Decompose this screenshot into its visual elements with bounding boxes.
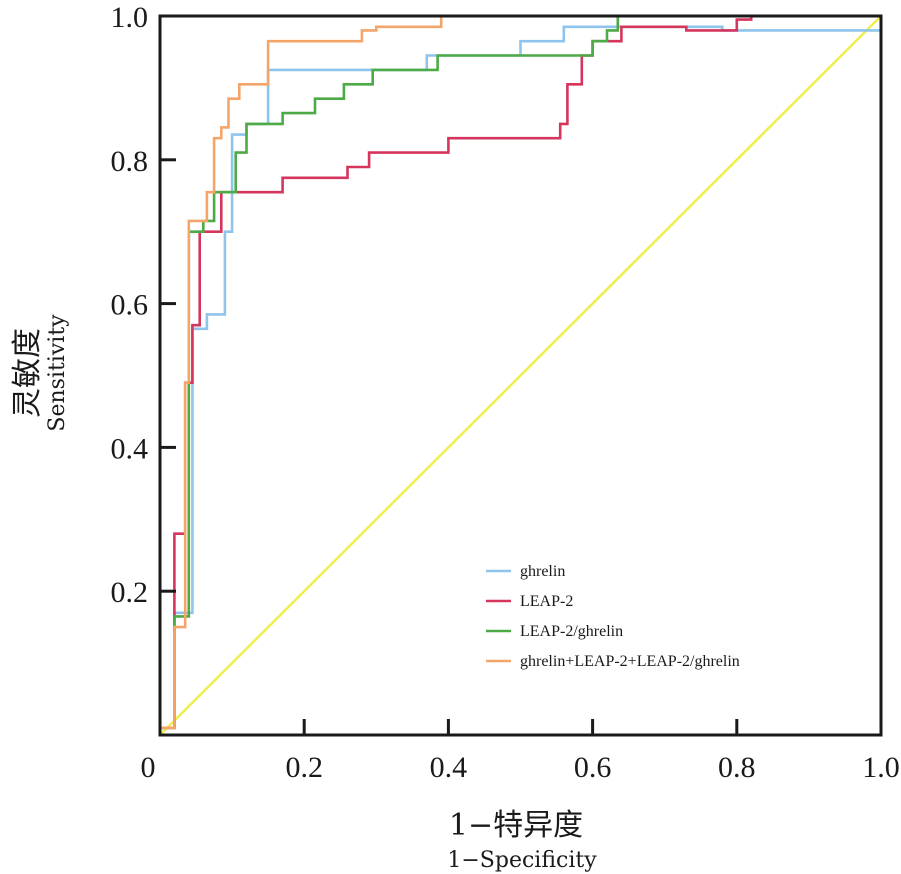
- legend-label-3: ghrelin+LEAP-2+LEAP-2/ghrelin: [520, 653, 740, 670]
- x-tick-label: 1.0: [862, 751, 900, 784]
- y-tick-label: 0.6: [111, 289, 149, 322]
- legend-label-1: LEAP-2: [520, 593, 573, 610]
- x-tick-label: 0.8: [718, 751, 756, 784]
- series-line-1: [160, 14, 881, 730]
- legend-label-0: ghrelin: [520, 563, 565, 580]
- series-line-0: [160, 16, 883, 730]
- x-axis-ticks: 0 0.2 0.4 0.6 0.8 1.0: [141, 719, 900, 784]
- series-line-2: [160, 14, 881, 730]
- x-tick-label: 0.4: [430, 751, 468, 784]
- series-line-3: [160, 14, 881, 730]
- legend: ghrelin LEAP-2 LEAP-2/ghrelin ghrelin+LEAP-…: [486, 563, 740, 670]
- x-tick-label: 0.2: [285, 751, 323, 784]
- legend-label-2: LEAP-2/ghrelin: [520, 623, 623, 640]
- y-axis-title: 灵敏度: [10, 328, 45, 418]
- plot-frame: [158, 14, 883, 737]
- y-tick-label: 1.0: [111, 1, 149, 34]
- reference-line-layer: [159, 15, 882, 736]
- x-axis-title-en: 1−Specificity: [447, 848, 597, 873]
- reference-diagonal-line: [159, 15, 882, 736]
- series-layer: [160, 14, 883, 730]
- y-tick-label: 0.4: [111, 432, 149, 465]
- x-tick-label: 0: [141, 751, 156, 784]
- x-axis-title: 1−特异度: [449, 808, 583, 843]
- x-tick-label: 0.6: [574, 751, 612, 784]
- y-axis-title-en: Sensitivity: [45, 314, 70, 432]
- y-axis-ticks: 0.2 0.4 0.6 0.8 1.0: [111, 1, 176, 609]
- y-tick-label: 0.8: [111, 145, 149, 178]
- y-tick-label: 0.2: [111, 576, 149, 609]
